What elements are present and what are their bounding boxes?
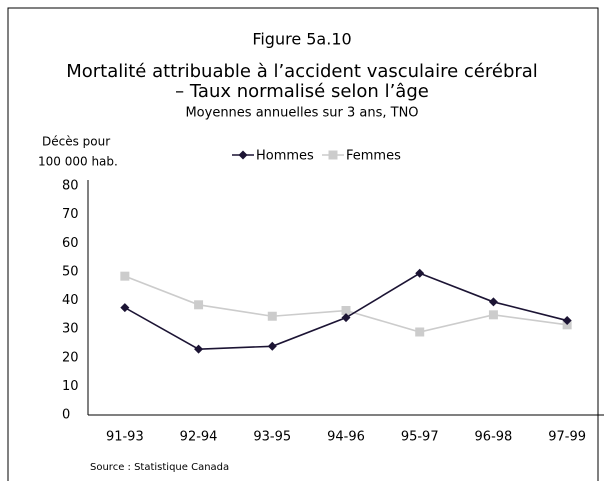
chart-subtitle: Mortalité attribuable à l’accident vascu… (66, 61, 538, 82)
x-tick-label: 91-93 (106, 430, 144, 445)
legend-marker (238, 150, 248, 160)
chart-subtitle: – Taux normalisé selon l’âge (175, 81, 429, 102)
source: Source : Statistique Canada (90, 462, 229, 473)
chart-title: Figure 5a.10 (252, 30, 351, 49)
data-point (488, 310, 498, 320)
y-tick-label: 60 (62, 236, 79, 251)
y-tick-label: 30 (62, 322, 79, 337)
x-tick-label: 95-97 (401, 430, 439, 445)
y-axis-label: 100 000 hab. (38, 155, 118, 169)
data-point (341, 313, 351, 323)
data-point (415, 268, 425, 278)
frame (7, 7, 599, 481)
data-point (194, 344, 204, 354)
y-tick-label: 40 (62, 293, 79, 308)
y-tick-label: 80 (62, 179, 79, 194)
legend-label: Hommes (256, 149, 314, 164)
x-tick-label: 92-94 (180, 430, 218, 445)
data-point (120, 303, 130, 313)
data-point (562, 316, 572, 326)
x-tick-label: 97-99 (548, 430, 586, 445)
chart-note: Moyennes annuelles sur 3 ans, TNO (185, 106, 418, 121)
y-tick-label: 70 (62, 207, 79, 222)
data-point (267, 311, 277, 321)
data-point (415, 327, 425, 337)
data-point (488, 297, 498, 307)
legend-marker (328, 150, 338, 160)
data-point (341, 306, 351, 316)
data-point (267, 341, 277, 351)
data-point (120, 271, 130, 281)
x-tick-label: 96-98 (475, 430, 513, 445)
x-tick-label: 93-95 (253, 430, 291, 445)
legend-label: Femmes (346, 149, 401, 164)
data-point (194, 300, 204, 310)
y-axis-label: Décès pour (42, 135, 110, 149)
y-tick-label: 50 (62, 264, 79, 279)
y-tick-label: 0 (62, 408, 70, 423)
x-tick-label: 94-96 (327, 430, 365, 445)
y-tick-label: 10 (62, 379, 79, 394)
y-tick-label: 20 (62, 350, 79, 365)
